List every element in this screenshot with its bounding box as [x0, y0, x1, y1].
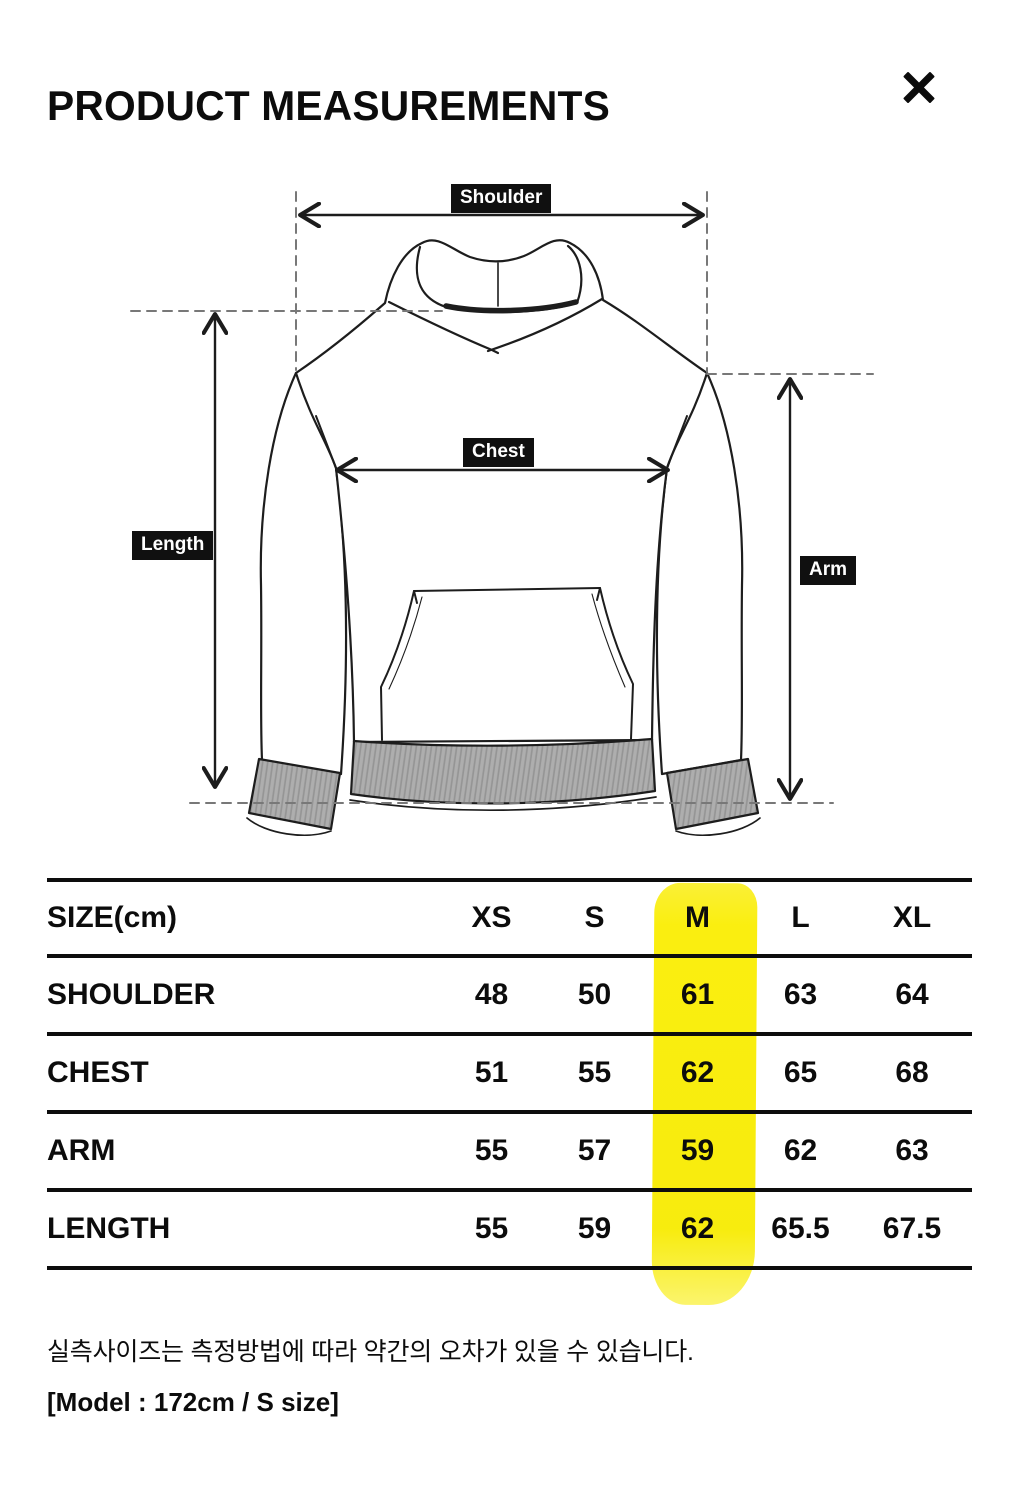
table-row-chest: CHEST 51 55 62 65 68 — [47, 1034, 972, 1112]
disclaimer-text: 실측사이즈는 측정방법에 따라 약간의 오차가 있을 수 있습니다. — [47, 1338, 694, 1366]
cell-value: 55 — [474, 1134, 509, 1167]
column-header-xl: XL — [892, 901, 932, 934]
size-table: SIZE(cm) XS S M L XL SHOULDER 48 50 61 6… — [47, 878, 972, 1270]
cell-value: 62 — [680, 1056, 715, 1089]
hoodie-line-drawing — [130, 191, 874, 837]
page-title: PRODUCT MEASUREMENTS — [47, 82, 610, 129]
column-header-size: SIZE(cm) — [47, 901, 178, 934]
dashed-guides — [130, 191, 874, 804]
table-row-arm: ARM 55 57 59 62 63 — [47, 1112, 972, 1190]
cell-value: 67.5 — [882, 1212, 942, 1245]
arm-measure-label: Arm — [800, 556, 857, 585]
length-measure-label: Length — [132, 531, 214, 560]
right-cuff — [665, 757, 761, 837]
cell-value: 55 — [577, 1056, 612, 1089]
kangaroo-pocket — [380, 587, 634, 741]
left-cuff — [246, 757, 342, 837]
hood — [387, 244, 604, 355]
hoodie-measurement-diagram: Shoulder Chest Length Arm — [130, 184, 874, 837]
table-row-shoulder: SHOULDER 48 50 61 63 64 — [47, 956, 972, 1034]
size-table-section: SIZE(cm) XS S M L XL SHOULDER 48 50 61 6… — [47, 878, 972, 1310]
cell-value: 64 — [895, 978, 929, 1011]
size-table-header-row: SIZE(cm) XS S M L XL — [47, 880, 972, 956]
cell-value: 63 — [895, 1134, 929, 1167]
row-label: CHEST — [47, 1056, 149, 1089]
hoodie-body — [294, 239, 709, 744]
cell-value: 63 — [783, 978, 818, 1011]
model-info-text: [Model : 172cm / S size] — [47, 1387, 339, 1417]
cell-value: 59 — [577, 1212, 612, 1245]
column-header-xs: XS — [471, 901, 512, 934]
shoulder-measure-label: Shoulder — [451, 184, 552, 213]
cell-value: 62 — [680, 1212, 715, 1245]
cell-value: 65.5 — [771, 1212, 830, 1245]
row-label: LENGTH — [47, 1212, 171, 1245]
cell-value: 68 — [895, 1056, 929, 1089]
cell-value: 62 — [783, 1134, 818, 1167]
cell-value: 50 — [577, 978, 612, 1011]
cell-value: 65 — [783, 1056, 818, 1089]
cell-value: 48 — [474, 978, 509, 1011]
column-header-s: S — [584, 901, 605, 934]
column-header-m: M — [685, 901, 710, 934]
hem-ribbing — [349, 737, 657, 812]
cell-value: 57 — [577, 1134, 612, 1167]
row-label: ARM — [47, 1134, 116, 1167]
cell-value: 55 — [474, 1212, 509, 1245]
column-header-l: L — [791, 901, 810, 934]
cell-value: 59 — [680, 1134, 715, 1167]
cell-value: 51 — [474, 1056, 509, 1089]
underarm-seams — [315, 415, 688, 469]
table-row-length: LENGTH 55 59 62 65.5 67.5 — [47, 1190, 972, 1268]
row-label: SHOULDER — [47, 978, 216, 1011]
chest-measure-label: Chest — [463, 438, 534, 467]
cell-value: 61 — [680, 978, 715, 1011]
